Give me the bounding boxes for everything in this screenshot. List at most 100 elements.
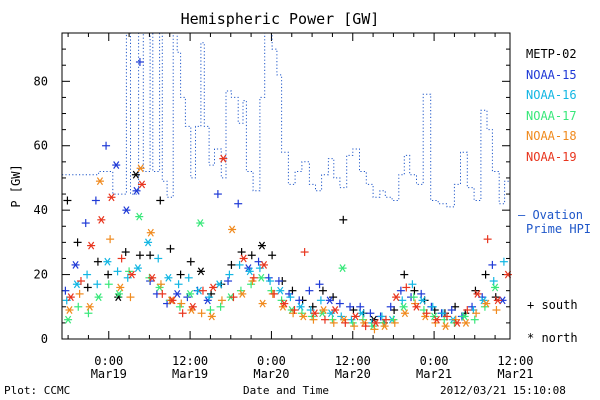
metp-02-north-point	[257, 241, 266, 250]
legend-item-noaa-16: NOAA-16	[526, 88, 577, 102]
noaa-17-north-point	[460, 312, 469, 321]
south-marker-legend: + south	[527, 298, 578, 312]
noaa-18-south-point	[177, 299, 186, 308]
noaa-19-south-point	[117, 254, 126, 263]
noaa-15-north-point	[71, 260, 80, 269]
noaa-18-south-point	[309, 315, 318, 324]
noaa-16-south-point	[205, 293, 214, 302]
y-tick-label: 0	[41, 332, 48, 346]
noaa-19-south-point	[76, 277, 85, 286]
noaa-15-south-point	[295, 296, 304, 305]
noaa-15-south-point	[224, 277, 233, 286]
noaa-19-north-point	[371, 318, 380, 327]
noaa-17-south-point	[216, 302, 225, 311]
x-tick-label-date: Mar21	[416, 367, 452, 381]
noaa-15-south-point	[366, 309, 375, 318]
noaa-16-south-point	[123, 273, 132, 282]
noaa-16-north-point	[276, 286, 285, 295]
noaa-16-south-point	[113, 267, 122, 276]
noaa-15-south-point	[91, 196, 100, 205]
noaa-19-south-point	[463, 306, 472, 315]
plot-credit: Plot: CCMC	[4, 384, 71, 397]
legend-item-noaa-19: NOAA-19	[526, 149, 577, 164]
chart-title: Hemispheric Power [GW]	[180, 10, 380, 28]
noaa-19-south-point	[249, 273, 258, 282]
noaa-15-south-point	[396, 286, 405, 295]
noaa-19-south-point	[402, 283, 411, 292]
metp-02-south-point	[339, 215, 348, 224]
noaa-18-north-point	[207, 312, 216, 321]
y-tick-labels: 0 20 40 60 80	[34, 74, 48, 346]
y-tick-label: 40	[34, 203, 48, 217]
legend-item-noaa-17: NOAA-17	[526, 108, 577, 123]
noaa-16-north-point	[133, 264, 142, 273]
metp-02-south-point	[186, 257, 195, 266]
metp-02-south-point	[121, 248, 130, 257]
noaa-19-south-point	[198, 286, 207, 295]
noaa-17-south-point	[470, 315, 479, 324]
noaa-16-south-point	[489, 277, 498, 286]
metp-02-south-point	[63, 196, 72, 205]
noaa-16-north-point	[245, 267, 254, 276]
noaa-15-south-point	[102, 141, 111, 150]
noaa-19-south-point	[290, 306, 299, 315]
x-tick-label-date: Mar19	[172, 367, 208, 381]
noaa-17-south-point	[409, 293, 418, 302]
noaa-18-north-point	[400, 309, 409, 318]
noaa-18-north-point	[238, 289, 247, 298]
noaa-16-south-point	[184, 273, 193, 282]
noaa-15-south-point	[335, 299, 344, 308]
legend-item-metp-02: METP-02	[526, 47, 577, 61]
y-tick-label: 60	[34, 139, 48, 153]
noaa-18-north-point	[482, 299, 491, 308]
noaa-19-north-point	[148, 273, 157, 282]
noaa-15-south-point	[488, 260, 497, 269]
x-tick-label-time: 12:00	[172, 354, 208, 368]
plot-timestamp: 2012/03/21 15:10:08	[440, 384, 566, 397]
y-tick-label: 20	[34, 268, 48, 282]
noaa-18-south-point	[126, 293, 135, 302]
metp-02-south-point	[156, 196, 165, 205]
noaa-17-south-point	[84, 309, 93, 318]
noaa-16-south-point	[62, 296, 71, 305]
noaa-16-south-point	[286, 293, 295, 302]
noaa-17-south-point	[206, 306, 215, 315]
noaa-19-south-point	[341, 318, 350, 327]
metp-02-south-point	[268, 251, 277, 260]
noaa-18-north-point	[380, 322, 389, 331]
noaa-19-north-point	[97, 215, 106, 224]
noaa-17-north-point	[257, 273, 266, 282]
noaa-15-south-point	[356, 302, 365, 311]
noaa-15-south-point	[386, 302, 395, 311]
noaa-16-south-point	[428, 302, 437, 311]
noaa-15-north-point	[132, 186, 141, 195]
noaa-16-north-point	[357, 309, 366, 318]
noaa-15-north-point	[173, 289, 182, 298]
noaa-18-south-point	[156, 280, 165, 289]
noaa-17-south-point	[104, 280, 113, 289]
noaa-19-south-point	[381, 315, 390, 324]
noaa-18-north-point	[360, 318, 369, 327]
noaa-18-south-point	[329, 318, 338, 327]
noaa-19-north-point	[493, 296, 502, 305]
noaa-19-north-point	[473, 289, 482, 298]
noaa-17-north-point	[114, 289, 123, 298]
metp-02-south-point	[227, 260, 236, 269]
noaa-15-south-point	[135, 57, 144, 66]
noaa-19-south-point	[178, 309, 187, 318]
metp-02-south-point	[481, 270, 490, 279]
noaa-18-south-point	[492, 306, 501, 315]
noaa-15-south-point	[315, 280, 324, 289]
noaa-16-south-point	[154, 254, 163, 263]
metp-02-south-point	[176, 270, 185, 279]
noaa-19-north-point	[107, 193, 116, 202]
noaa-19-north-point	[259, 260, 268, 269]
metp-02-south-point	[146, 251, 155, 260]
noaa-17-north-point	[491, 283, 500, 292]
noaa-18-north-point	[461, 318, 470, 327]
noaa-19-north-point	[188, 302, 197, 311]
noaa-16-south-point	[306, 306, 315, 315]
noaa-15-north-point	[325, 296, 334, 305]
noaa-18-north-point	[421, 312, 430, 321]
